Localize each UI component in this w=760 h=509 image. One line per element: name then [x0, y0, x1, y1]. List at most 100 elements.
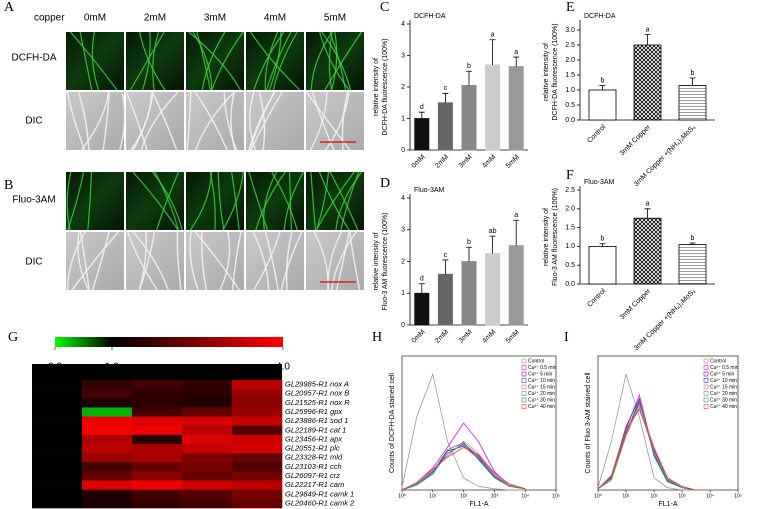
hypha [318, 171, 350, 231]
significance-letter: b [691, 235, 695, 242]
legend-swatch [521, 365, 527, 370]
micrograph [66, 172, 124, 230]
column-label: 5mM [324, 13, 346, 24]
y-axis-label: relative intensity of [373, 232, 380, 290]
column-label: 2mM [144, 13, 166, 24]
heatmap-cell [132, 398, 183, 408]
y-axis-label: Counts of DCFH-DA stained cell [389, 373, 396, 473]
legend-label: Cu²⁺ 30 min [710, 397, 737, 403]
hypha [309, 91, 328, 151]
hypha [264, 231, 280, 291]
hypha [340, 171, 360, 231]
legend-label: Cu²⁺ 0.5 min [710, 365, 739, 371]
heatmap-cell [182, 462, 233, 472]
hypha [129, 31, 165, 91]
x-tick-label: 10⁰ [398, 493, 406, 499]
hypha [310, 31, 333, 91]
heatmap-cell [32, 380, 83, 390]
x-tick-label: 10⁴ [521, 493, 529, 499]
heatmap-cell [132, 444, 183, 454]
x-tick-label: 4mM [481, 329, 497, 345]
heatmap-header [32, 364, 282, 380]
x-tick-label: 10² [650, 493, 658, 499]
heatmap-cell [132, 498, 183, 509]
hypha [66, 231, 86, 291]
y-axis-label: relative intensity of [543, 43, 550, 101]
bar [461, 85, 477, 151]
legend-label: Control [528, 358, 544, 364]
hypha [335, 231, 350, 291]
panel-letter: G [8, 330, 18, 345]
hypha [119, 91, 126, 151]
bar [588, 89, 617, 121]
bar [678, 85, 707, 121]
hypha [222, 171, 245, 231]
column-label: 0mM [46, 367, 68, 378]
x-tick-label: Control [586, 123, 607, 144]
heatmap-cell [132, 407, 183, 417]
y-axis-label: DCFH-DA fluorescence (100%) [382, 38, 389, 135]
y-tick-label: 1.0 [565, 243, 575, 250]
x-tick-label: 10² [460, 493, 468, 499]
heatmap-cell [32, 416, 83, 427]
heatmap-cell [132, 489, 183, 500]
bar [437, 102, 453, 151]
heatmap-cell [82, 453, 133, 463]
x-tick-label: 10¹ [622, 493, 630, 499]
plot-frame [401, 355, 557, 491]
y-axis-label: Counts of Fluo 3-AM stained cell [585, 372, 592, 474]
significance-letter: d [420, 104, 424, 111]
hypha [188, 31, 241, 91]
heatmap-cell [32, 480, 83, 491]
x-tick-label: 3mM Copper [619, 287, 653, 321]
row-label: GL20551-R1 plc [285, 444, 340, 453]
x-tick-label: 10³ [491, 493, 499, 499]
error-bar [689, 77, 696, 86]
hypha [324, 91, 350, 151]
colorbar-label: 4.0 [276, 362, 290, 373]
hypha [196, 31, 211, 91]
heatmap-cell [32, 398, 83, 408]
significance-letter: b [467, 239, 471, 246]
hypha [230, 91, 236, 151]
hypha [253, 31, 285, 91]
row-label: GL22189-R1 cat 1 [285, 425, 346, 434]
histogram-line [597, 408, 710, 491]
heatmap-cell [232, 489, 283, 500]
legend-label: Cu²⁺ 15 min [710, 384, 737, 390]
legend-label: Cu²⁺ 5 min [710, 371, 735, 377]
heatmap-cell [132, 380, 183, 390]
row-label: DIC [25, 257, 42, 268]
hypha [231, 231, 242, 291]
y-tick-label: 2.5 [565, 187, 575, 194]
bar [485, 253, 501, 326]
y-axis-label: relative intensity of [373, 58, 380, 116]
heatmap-cell [182, 480, 233, 491]
hypha [152, 171, 183, 231]
legend-swatch [521, 378, 527, 383]
hypha [252, 231, 270, 291]
hypha [194, 231, 240, 291]
hypha [250, 91, 283, 151]
histogram-line [401, 442, 526, 491]
legend-swatch [703, 378, 709, 383]
heatmap-cell [32, 407, 83, 417]
y-axis-label: Fluo-3 AM fluorescence (100%) [382, 212, 389, 310]
hypha [285, 231, 293, 291]
row-label: GL23103-R1 cch [285, 462, 342, 471]
error-bar [466, 246, 472, 262]
heatmap-cell [82, 489, 133, 500]
bar [508, 66, 524, 151]
error-bar [599, 85, 606, 90]
column-label: 2mM [96, 367, 118, 378]
hypha [217, 171, 225, 231]
heatmap-cell [232, 444, 283, 454]
hypha [253, 231, 281, 291]
y-tick-label: 2.0 [565, 57, 575, 64]
heatmap-cell [32, 434, 83, 445]
hypha [195, 91, 235, 151]
error-bar [489, 39, 496, 65]
y-tick-label: 0 [401, 147, 405, 154]
heatmap-cell [32, 471, 83, 481]
